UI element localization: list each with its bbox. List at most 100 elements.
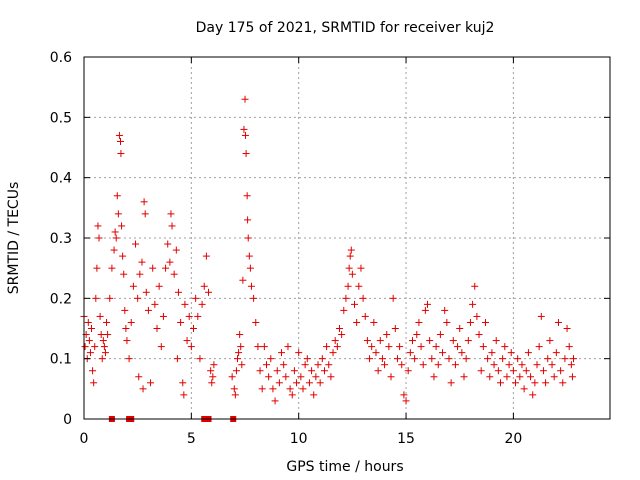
- data-point: [527, 373, 535, 381]
- data-point: [432, 343, 440, 351]
- data-point: [196, 355, 204, 363]
- data-point: [320, 367, 328, 375]
- data-point: [383, 331, 391, 339]
- y-tick-label: 0.6: [50, 50, 72, 66]
- data-point: [299, 385, 307, 393]
- data-point: [411, 355, 419, 363]
- data-point: [488, 349, 496, 357]
- data-point: [544, 355, 552, 363]
- data-point: [345, 264, 353, 272]
- data-point: [443, 318, 451, 326]
- grid: [84, 57, 610, 419]
- data-point: [139, 385, 147, 393]
- data-point: [141, 210, 149, 218]
- data-point: [402, 397, 410, 405]
- data-point: [413, 331, 421, 339]
- data-point: [84, 318, 92, 326]
- data-point: [271, 397, 279, 405]
- data-point: [419, 361, 427, 369]
- data-point: [192, 294, 200, 302]
- data-point: [120, 270, 128, 278]
- data-point: [144, 306, 152, 314]
- data-point: [400, 391, 408, 399]
- data-point: [236, 331, 244, 339]
- data-point: [520, 385, 528, 393]
- x-tick-label: 20: [504, 431, 522, 447]
- data-point: [424, 300, 432, 308]
- y-tick-label: 0.3: [50, 231, 72, 247]
- data-point: [464, 337, 472, 345]
- data-point: [98, 355, 106, 363]
- data-point: [282, 373, 290, 381]
- data-point: [140, 198, 148, 206]
- data-point: [116, 137, 124, 145]
- data-point: [316, 379, 324, 387]
- data-point: [185, 312, 193, 320]
- data-point: [327, 373, 335, 381]
- data-point: [393, 355, 401, 363]
- data-point: [368, 343, 376, 351]
- data-point: [269, 385, 277, 393]
- data-point: [118, 222, 126, 230]
- data-point: [460, 373, 468, 381]
- data-point: [445, 355, 453, 363]
- chart-title: Day 175 of 2021, SRMTID for receiver kuj…: [196, 20, 495, 36]
- data-point: [151, 300, 159, 308]
- data-point: [267, 355, 275, 363]
- data-point: [157, 343, 165, 351]
- data-point: [494, 367, 502, 375]
- data-point: [207, 367, 215, 375]
- data-point: [565, 343, 573, 351]
- data-point: [90, 379, 98, 387]
- data-point: [166, 258, 174, 266]
- y-axis-label: SRMTID / TECUs: [6, 182, 22, 295]
- data-point: [108, 264, 116, 272]
- data-point: [183, 337, 191, 345]
- data-point: [99, 337, 107, 345]
- data-point: [378, 355, 386, 363]
- data-point: [92, 294, 100, 302]
- data-point: [325, 361, 333, 369]
- data-point: [179, 379, 187, 387]
- data-point: [391, 325, 399, 332]
- data-point: [481, 318, 489, 326]
- data-point: [434, 361, 442, 369]
- data-point: [86, 349, 94, 357]
- data-point: [329, 349, 337, 357]
- data-point: [170, 270, 178, 278]
- data-point: [505, 361, 513, 369]
- data-point: [198, 300, 206, 308]
- data-point: [91, 343, 99, 351]
- data-point: [372, 349, 380, 357]
- data-point: [387, 373, 395, 381]
- data-point: [205, 288, 213, 296]
- data-point: [342, 294, 350, 302]
- data-point: [85, 337, 93, 345]
- data-point: [234, 355, 242, 363]
- data-point: [312, 373, 320, 381]
- data-point: [241, 95, 249, 103]
- data-point: [537, 312, 545, 320]
- data-point: [318, 355, 326, 363]
- data-point: [239, 276, 247, 284]
- data-point: [567, 361, 575, 369]
- data-point: [535, 343, 543, 351]
- y-tick-labels: 0 0.1 0.2 0.3 0.4 0.5 0.6: [50, 50, 72, 428]
- data-point: [471, 282, 479, 290]
- data-point: [209, 373, 217, 381]
- data-point: [436, 331, 444, 339]
- data-point: [159, 312, 167, 320]
- data-point: [454, 343, 462, 351]
- data-point: [499, 355, 507, 363]
- data-point: [490, 361, 498, 369]
- data-point: [568, 373, 576, 381]
- data-point: [441, 306, 449, 314]
- data-point: [357, 264, 365, 272]
- data-point: [473, 312, 481, 320]
- data-point: [288, 391, 296, 399]
- y-tick-label: 0.1: [50, 352, 72, 368]
- data-point: [396, 343, 404, 351]
- data-point: [338, 331, 346, 339]
- data-point: [262, 361, 270, 369]
- data-point: [554, 318, 562, 326]
